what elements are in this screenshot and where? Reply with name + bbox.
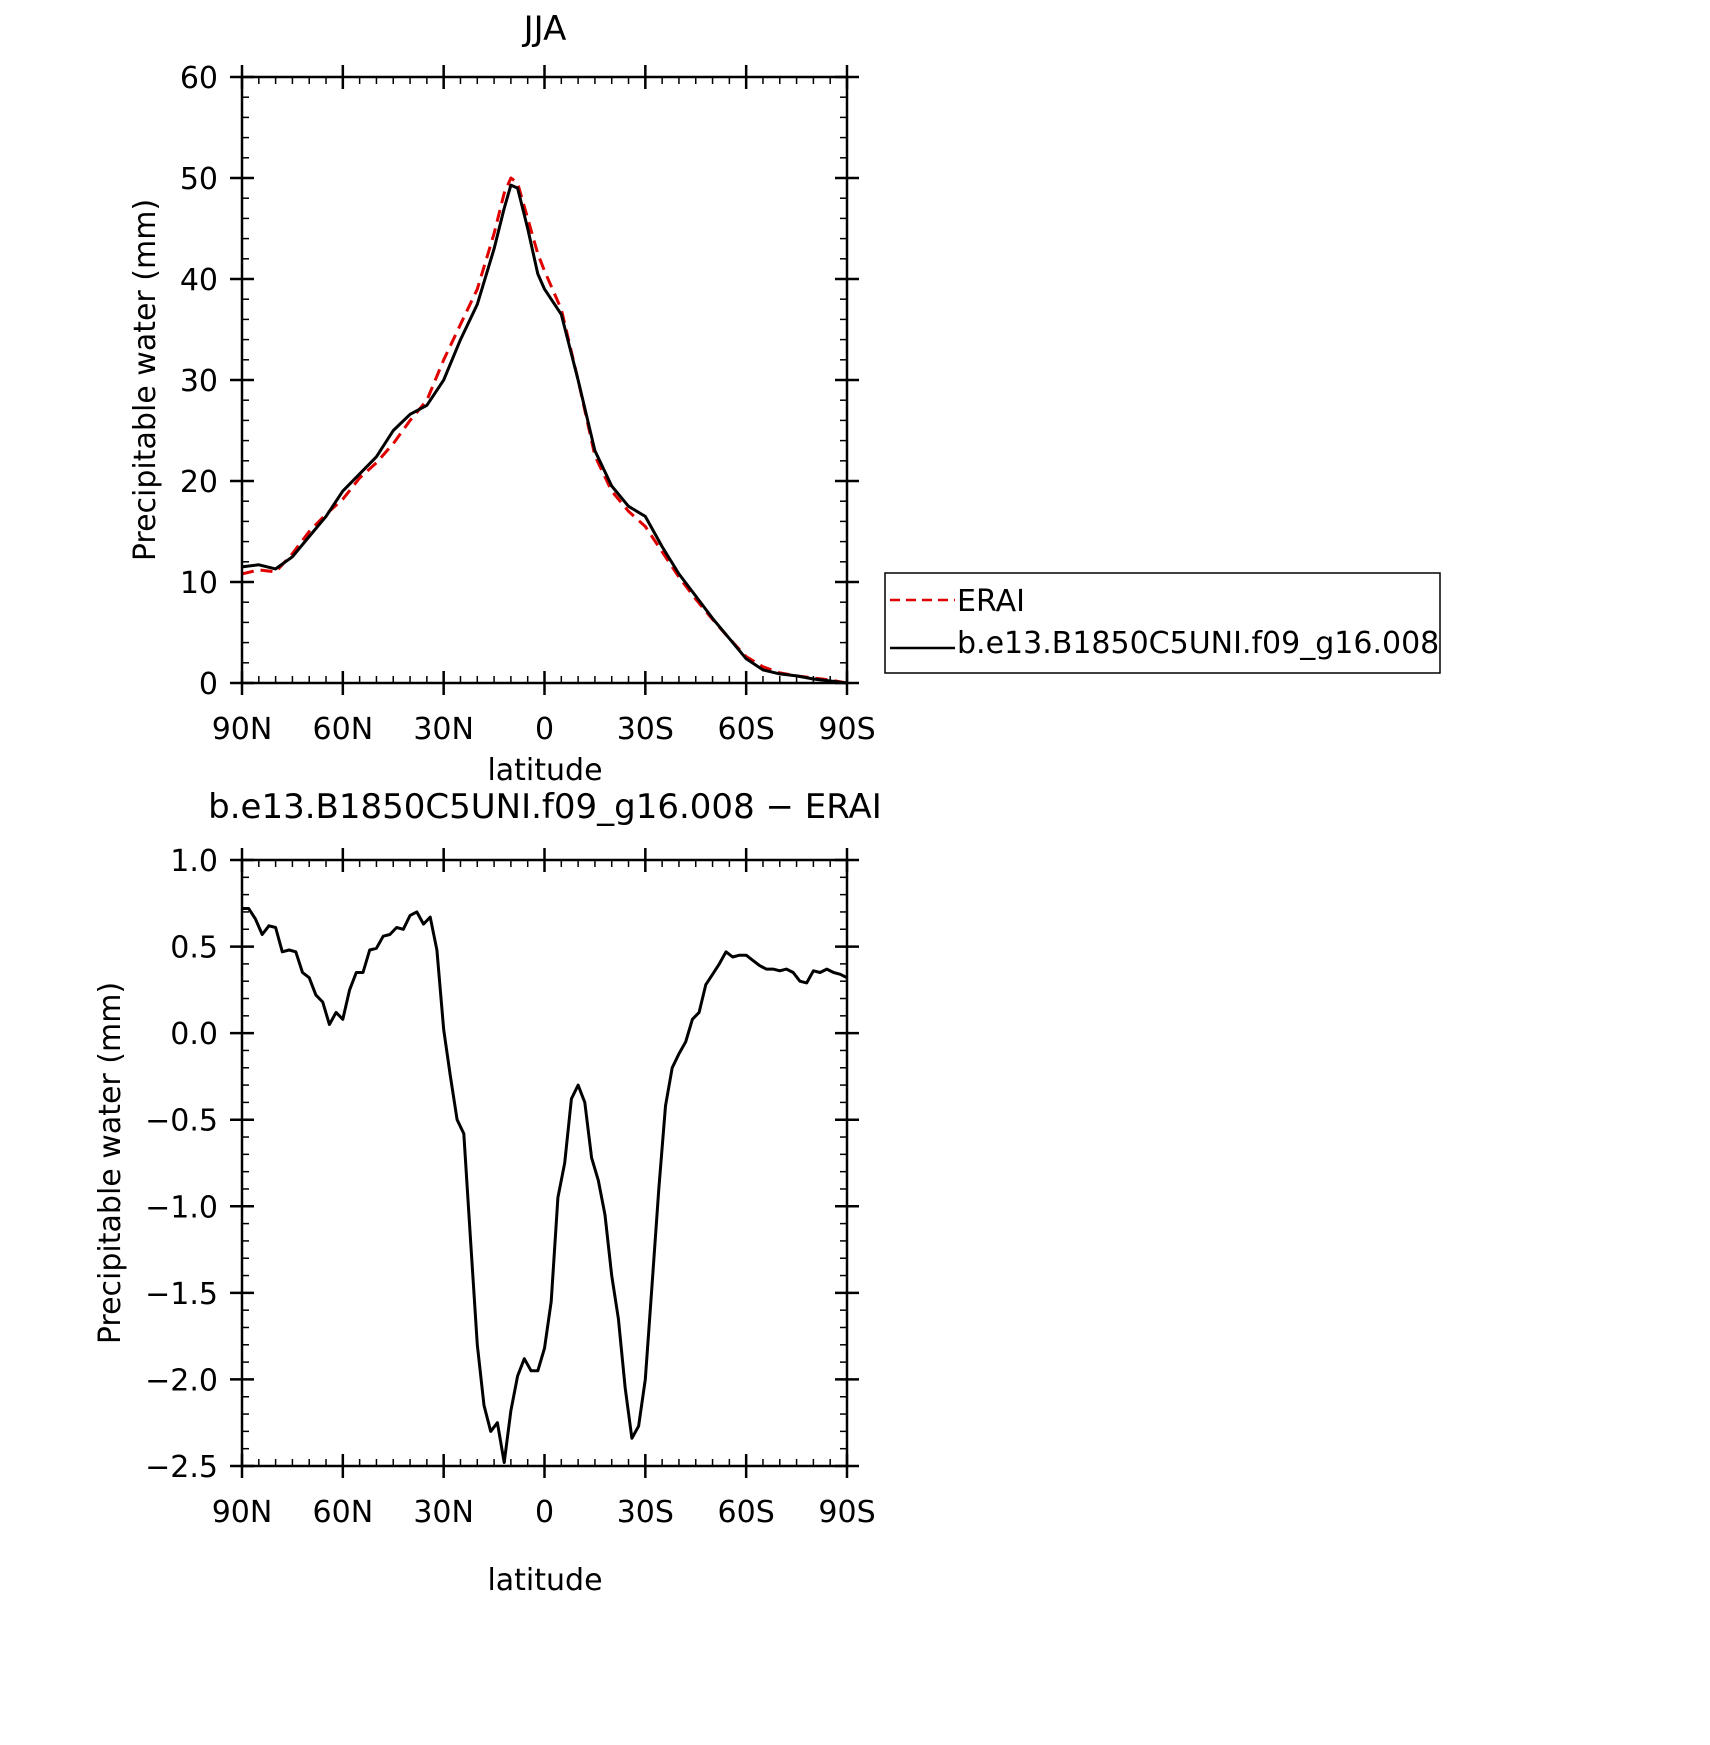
x-tick-label: 90S bbox=[818, 1495, 875, 1530]
bottom-y-axis-label: Precipitable water (mm) bbox=[93, 982, 128, 1344]
x-tick-label: 60N bbox=[313, 712, 374, 747]
top-chart-title: JJA bbox=[522, 9, 567, 49]
y-tick-label: −2.0 bbox=[145, 1363, 218, 1398]
y-tick-label: 0.0 bbox=[170, 1017, 218, 1052]
bottom-panel: b.e13.B1850C5UNI.f09_g16.008 − ERAI 90N 6… bbox=[93, 787, 882, 1598]
bottom-tick-labels: 90N 60N 30N 0 30S 60S 90S 1.0 0.5 0.0 −0.5 −1.0 −1.5… bbox=[145, 844, 875, 1530]
bottom-series-line-model bbox=[242, 907, 848, 1464]
bottom-plot-frame bbox=[240, 858, 849, 1468]
top-plot-frame bbox=[240, 75, 849, 685]
x-tick-label: 90S bbox=[818, 712, 875, 747]
legend: ERAI b.e13.B1850C5UNI.f09_g16.008 bbox=[884, 572, 1441, 674]
x-tick-label: 0 bbox=[535, 1495, 554, 1530]
bottom-x-axis-label: latitude bbox=[487, 1563, 602, 1598]
bottom-series-group bbox=[242, 907, 848, 1464]
top-y-axis-label: Precipitable water (mm) bbox=[128, 199, 163, 561]
y-tick-label: 10 bbox=[180, 566, 218, 601]
y-tick-label: 50 bbox=[180, 162, 218, 197]
top-tick-marks bbox=[230, 65, 859, 695]
y-tick-label: 30 bbox=[180, 364, 218, 399]
top-panel: JJA 90N 60N 30N 0 30S 60S 90S 0 10 20 30 40 50 60 lat… bbox=[128, 9, 1441, 788]
y-tick-label: 20 bbox=[180, 465, 218, 500]
legend-label-model: b.e13.B1850C5UNI.f09_g16.008 bbox=[957, 626, 1439, 661]
x-tick-label: 60N bbox=[313, 1495, 374, 1530]
y-tick-label: 40 bbox=[180, 263, 218, 298]
y-tick-label: 60 bbox=[180, 61, 218, 96]
legend-label-erai: ERAI bbox=[957, 584, 1025, 619]
x-tick-label: 90N bbox=[212, 1495, 273, 1530]
x-tick-label: 30S bbox=[617, 712, 674, 747]
y-tick-label: 1.0 bbox=[170, 844, 218, 879]
bottom-chart-title: b.e13.B1850C5UNI.f09_g16.008 − ERAI bbox=[208, 787, 882, 827]
top-series-group bbox=[241, 176, 848, 685]
x-tick-label: 90N bbox=[212, 712, 273, 747]
x-tick-label: 60S bbox=[718, 712, 775, 747]
x-tick-label: 30N bbox=[413, 712, 474, 747]
top-x-axis-label: latitude bbox=[487, 753, 602, 788]
top-series-line-erai bbox=[241, 176, 848, 685]
y-tick-label: −1.5 bbox=[145, 1277, 218, 1312]
y-tick-label: −0.5 bbox=[145, 1104, 218, 1139]
x-tick-label: 30S bbox=[617, 1495, 674, 1530]
y-tick-label: 0.5 bbox=[170, 931, 218, 966]
bottom-tick-marks bbox=[230, 848, 859, 1478]
x-tick-label: 0 bbox=[535, 712, 554, 747]
y-tick-label: −1.0 bbox=[145, 1190, 218, 1225]
x-tick-label: 30N bbox=[413, 1495, 474, 1530]
top-series-line-model bbox=[241, 183, 848, 685]
legend-box bbox=[884, 572, 1441, 674]
top-tick-labels: 90N 60N 30N 0 30S 60S 90S 0 10 20 30 40 50 60 bbox=[180, 61, 876, 747]
x-tick-label: 60S bbox=[718, 1495, 775, 1530]
y-tick-label: 0 bbox=[199, 667, 218, 702]
y-tick-label: −2.5 bbox=[145, 1450, 218, 1485]
